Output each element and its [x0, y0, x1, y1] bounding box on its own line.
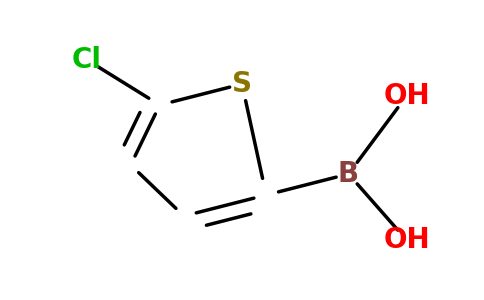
Text: OH: OH [383, 226, 430, 254]
Text: B: B [338, 160, 359, 188]
Text: OH: OH [383, 82, 430, 110]
Text: Cl: Cl [72, 46, 102, 74]
Text: S: S [232, 70, 252, 98]
